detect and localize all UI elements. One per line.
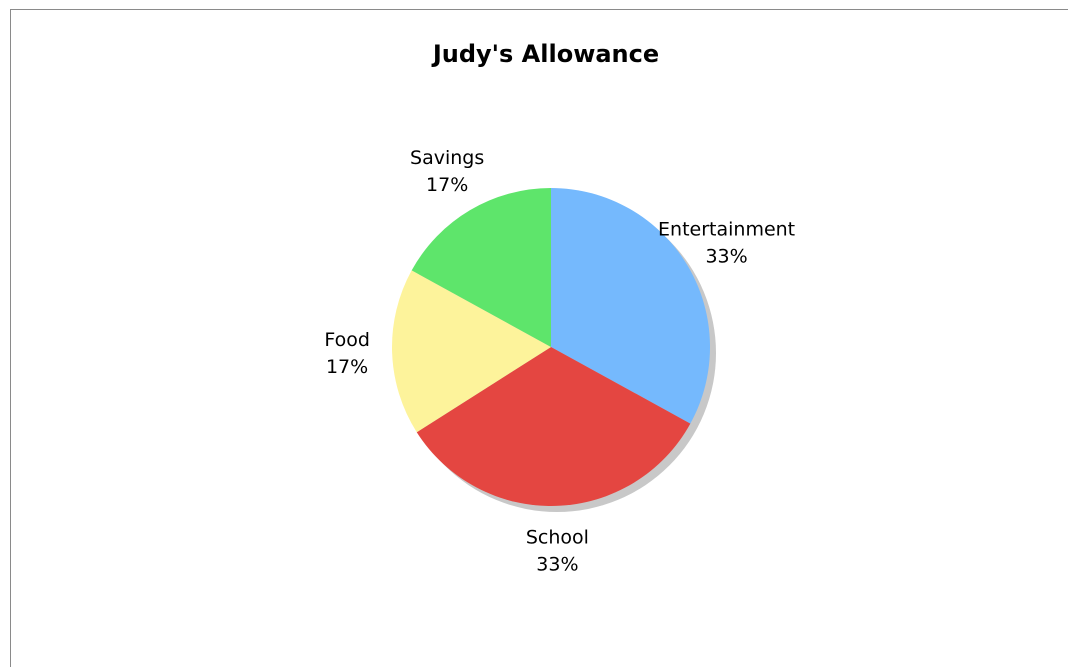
slice-label-percent: 33% bbox=[705, 246, 747, 268]
slice-label-percent: 17% bbox=[326, 356, 368, 378]
slice-label-savings: Savings 17% bbox=[410, 147, 484, 196]
slice-label-entertainment: Entertainment 33% bbox=[658, 219, 795, 268]
pie-slices bbox=[392, 188, 710, 507]
slice-label-name: Entertainment bbox=[658, 219, 795, 241]
pie-slice-school bbox=[416, 347, 691, 507]
slice-label-name: Savings bbox=[410, 147, 484, 169]
slice-label-percent: 17% bbox=[426, 174, 468, 196]
slice-label-name: Food bbox=[324, 329, 370, 351]
slice-label-food: Food 17% bbox=[324, 329, 370, 378]
slice-label-school: School 33% bbox=[526, 526, 589, 575]
pie-slice-entertainment bbox=[551, 188, 710, 424]
pie-slice-savings bbox=[411, 188, 551, 347]
slice-label-percent: 33% bbox=[536, 553, 578, 575]
pie-labels: Entertainment 33% School 33% Food 17% Savings 1… bbox=[324, 147, 795, 575]
chart-title: Judy's Allowance bbox=[431, 40, 659, 68]
pie-slice-food bbox=[392, 270, 551, 433]
slice-label-name: School bbox=[526, 526, 589, 548]
